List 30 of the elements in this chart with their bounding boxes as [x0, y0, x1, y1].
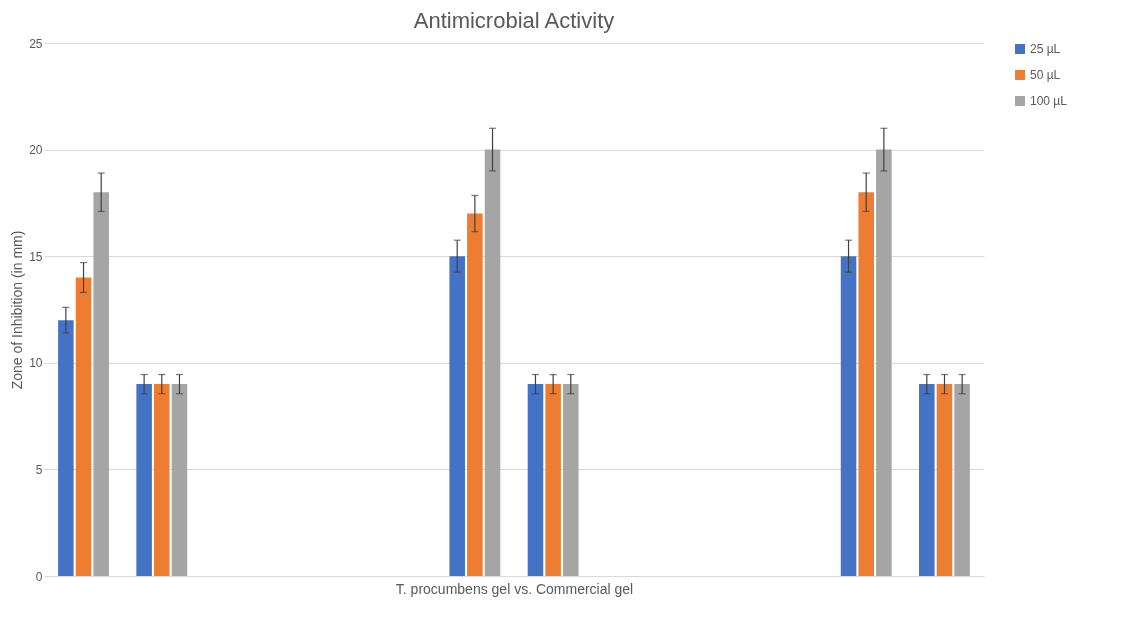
y-tick-label: 20	[29, 143, 43, 158]
bar	[545, 384, 561, 576]
y-axis-title: Zone of Inhibition (in mm)	[9, 230, 26, 390]
bar	[858, 192, 874, 576]
y-tick-label: 15	[29, 249, 43, 264]
bar	[563, 384, 579, 576]
y-tick-label: 5	[35, 462, 43, 477]
bar	[919, 384, 935, 576]
bar	[840, 256, 857, 576]
y-tick-label: 25	[29, 36, 43, 51]
x-axis-title: T. procumbens gel vs. Commercial gel	[395, 580, 634, 597]
bar	[467, 213, 483, 576]
bar	[136, 384, 152, 576]
bar	[527, 384, 544, 576]
legend-label: 100 µL	[1030, 94, 1068, 108]
legend-label: 50 µL	[1030, 68, 1061, 82]
chart-title: Antimicrobial Activity	[413, 8, 615, 33]
bar	[75, 277, 92, 576]
bar	[954, 384, 970, 576]
bar	[876, 149, 892, 576]
bar	[154, 384, 170, 576]
bar	[58, 320, 74, 576]
y-tick-label: 10	[29, 356, 43, 371]
legend-label: 25 µL	[1030, 42, 1061, 56]
bar	[936, 384, 953, 576]
bar	[171, 384, 188, 576]
bar	[484, 149, 501, 576]
bar	[449, 256, 465, 576]
y-tick-label: 0	[35, 569, 43, 584]
bar	[93, 192, 109, 576]
